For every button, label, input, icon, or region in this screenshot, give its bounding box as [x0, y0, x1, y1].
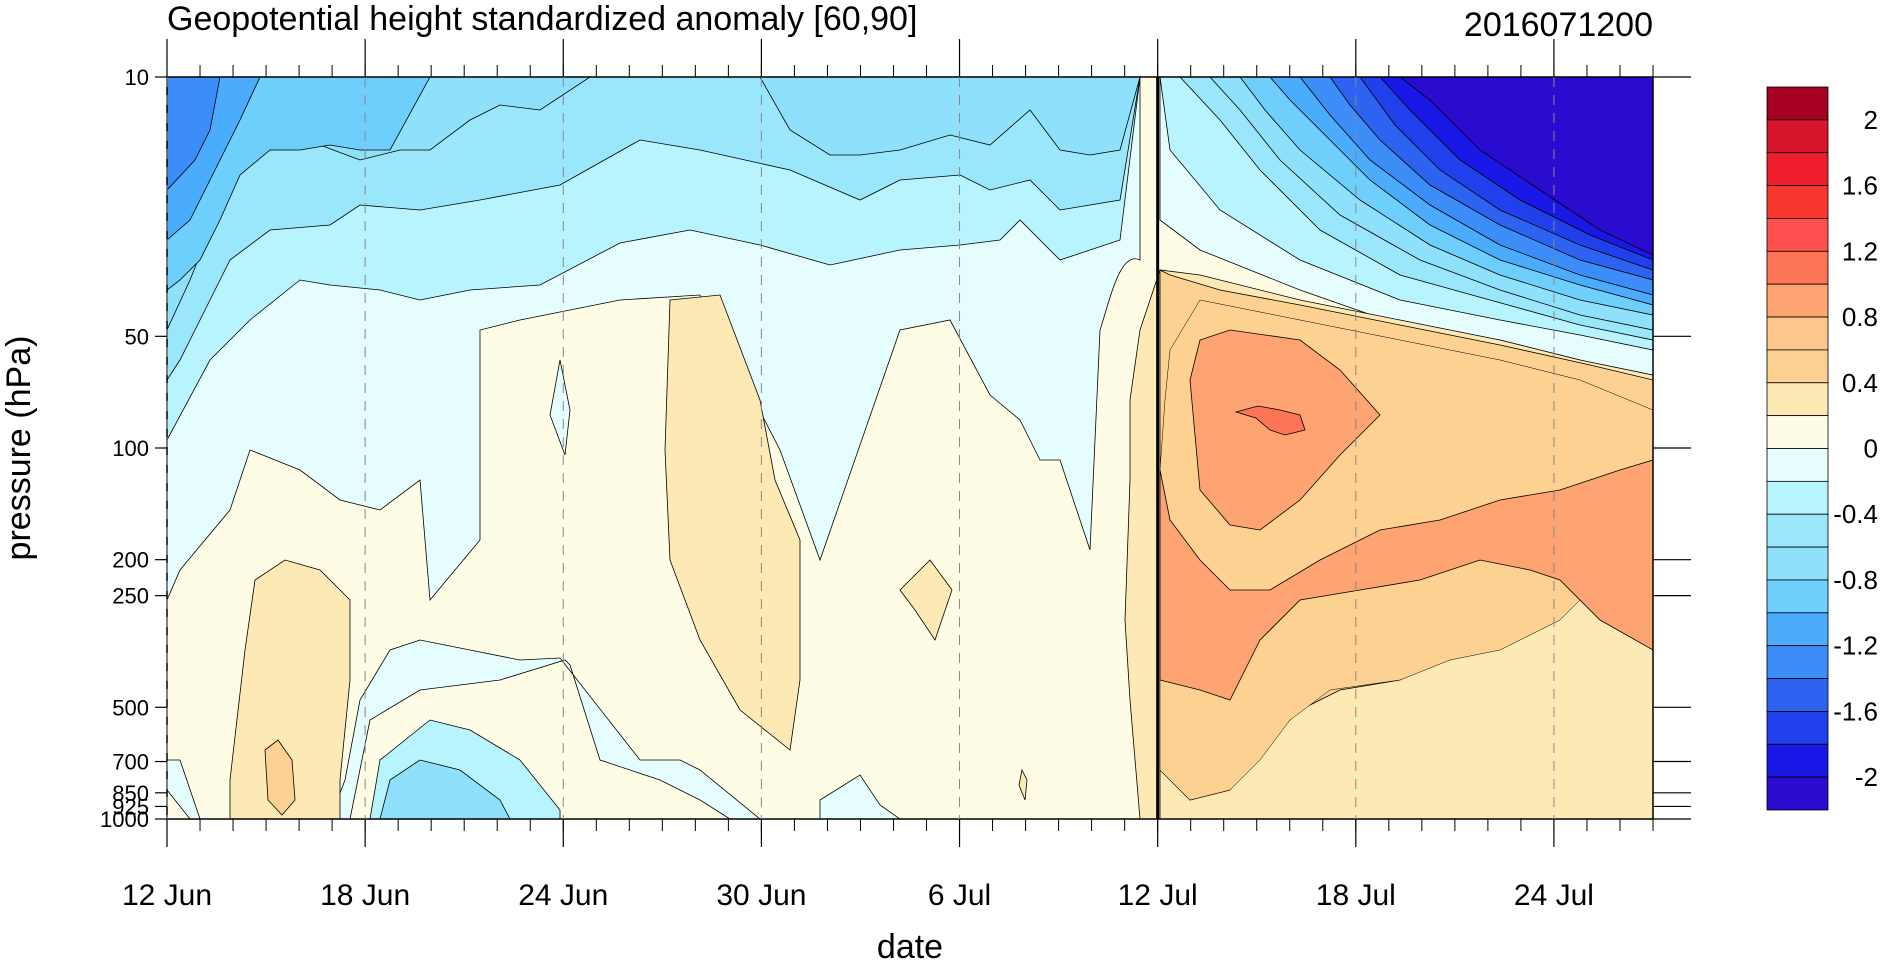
colorbar-label-9: -1.6 [1833, 696, 1878, 726]
y-tick-label-1000: 1000 [100, 807, 149, 832]
colorbar-box-4 [1766, 218, 1829, 252]
colorbar-box-16 [1766, 612, 1829, 647]
colorbar-label-3: 0.8 [1842, 302, 1878, 332]
colorbar-box-18 [1766, 678, 1829, 712]
colorbar-label-1: 1.6 [1842, 171, 1878, 201]
fill-right-neg-2-2 [1399, 77, 1653, 256]
x-tick-label-4: 6 Jul [928, 879, 991, 912]
y-tick-label-100: 100 [112, 436, 149, 461]
x-tick-label-3: 30 Jun [716, 879, 806, 912]
colorbar-box-13 [1766, 513, 1829, 548]
colorbar-box-12 [1766, 480, 1829, 515]
x-tick-label-7: 24 Jul [1514, 879, 1594, 912]
x-tick-label-2: 24 Jun [518, 879, 608, 912]
colorbar-box-1 [1766, 119, 1829, 154]
y-axis-label: pressure (hPa) [0, 336, 38, 561]
fill-neg-0-8-bottom [379, 759, 511, 819]
colorbar-label-0: 2 [1864, 105, 1878, 135]
y-tick-label-200: 200 [112, 548, 149, 573]
y-tick-label-50: 50 [125, 324, 149, 349]
colorbar-box-3 [1766, 185, 1829, 219]
x-axis-label: date [877, 928, 943, 963]
y-tick-label-700: 700 [112, 750, 149, 775]
y-tick-label-10: 10 [125, 65, 149, 90]
colorbar-box-15 [1766, 579, 1829, 614]
x-tick-label-6: 18 Jul [1316, 879, 1396, 912]
fill-left-pos-0-6 [264, 739, 296, 816]
chart-timestamp: 2016071200 [1464, 6, 1653, 44]
colorbar-box-7 [1766, 316, 1829, 351]
fill-center2-pos-0-2 [899, 559, 953, 641]
fill-neg-small-spike [549, 359, 571, 456]
fill-center3-pos [1018, 768, 1028, 801]
colorbar-box-9 [1766, 382, 1829, 417]
colorbar-label-7: -0.8 [1833, 565, 1878, 595]
colorbar-box-20 [1766, 743, 1829, 778]
colorbar-box-2 [1766, 152, 1829, 186]
colorbar-box-8 [1766, 349, 1829, 384]
fill-bottom-small-neg [819, 774, 901, 819]
y-tick-label-925: 925 [112, 794, 149, 819]
colorbar-label-10: -2 [1855, 762, 1878, 792]
chart-title: Geopotential height standardized anomaly… [167, 0, 917, 38]
colorbar-box-6 [1766, 283, 1829, 318]
y-tick-label-850: 850 [112, 781, 149, 806]
colorbar-box-14 [1766, 546, 1829, 581]
y-tick-label-500: 500 [112, 695, 149, 720]
x-axis: 12 Jun 18 Jun 24 Jun 30 Jun 6 Jul 12 Jul 18 Ju… [122, 39, 1654, 912]
colorbar-box-11 [1766, 448, 1829, 482]
x-tick-label-5: 12 Jul [1118, 879, 1198, 912]
colorbar-box-17 [1766, 645, 1829, 679]
colorbar-label-6: -0.4 [1833, 499, 1878, 529]
colorbar-label-5: 0 [1864, 434, 1878, 464]
colorbar-box-19 [1766, 711, 1829, 745]
colorbar-box-21 [1766, 776, 1829, 811]
fill-right-pos-1-2 [1234, 405, 1306, 436]
colorbar-label-2: 1.2 [1842, 236, 1878, 266]
fill-neg-1-4 [167, 77, 221, 191]
fill-neg-0-6 [167, 77, 1141, 381]
colorbar-box-5 [1766, 250, 1829, 285]
colorbar-box-10 [1766, 415, 1829, 449]
colorbar: 2 1.6 1.2 0.8 0.4 0 -0.4 -0.8 -1.2 -1.6 -2 [1766, 86, 1878, 811]
x-tick-label-0: 12 Jun [122, 879, 212, 912]
x-tick-label-1: 18 Jun [320, 879, 410, 912]
fill-left-pos-0-2 [229, 559, 351, 819]
y-tick-label-250: 250 [112, 584, 149, 609]
fill-center-pos-0-2 [664, 294, 801, 751]
colorbar-label-4: 0.4 [1842, 368, 1878, 398]
colorbar-label-8: -1.2 [1833, 631, 1878, 661]
fill-right-pos-0-8 [1159, 459, 1653, 701]
colorbar-box-0 [1766, 86, 1829, 121]
contour-fills [167, 77, 1653, 819]
